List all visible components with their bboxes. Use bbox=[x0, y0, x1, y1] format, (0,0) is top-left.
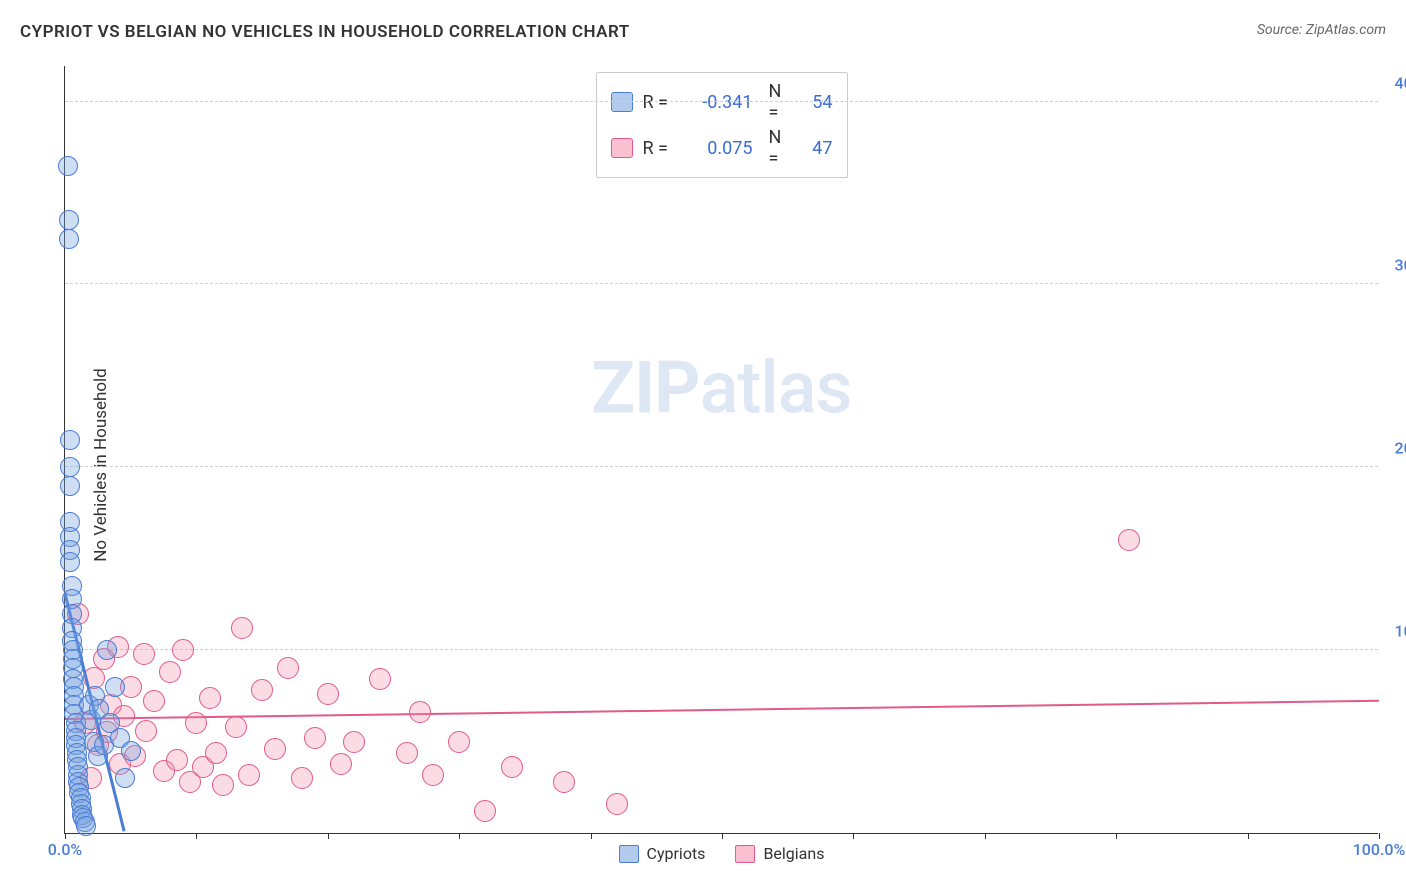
data-point-cypriots bbox=[115, 768, 135, 788]
data-point-belgians bbox=[343, 731, 365, 753]
data-point-belgians bbox=[1118, 529, 1140, 551]
r-value-belgians: 0.075 bbox=[683, 138, 753, 159]
data-point-belgians bbox=[409, 701, 431, 723]
n-label: N = bbox=[763, 81, 789, 123]
chart-title: CYPRIOT VS BELGIAN NO VEHICLES IN HOUSEH… bbox=[20, 22, 630, 42]
data-point-cypriots bbox=[58, 156, 78, 176]
gridline-h bbox=[65, 283, 1378, 284]
series-legend: Cypriots Belgians bbox=[619, 844, 825, 863]
x-tick bbox=[328, 833, 329, 839]
x-tick bbox=[1379, 833, 1380, 839]
source-label: Source: ZipAtlas.com bbox=[1257, 22, 1386, 38]
data-point-belgians bbox=[448, 731, 470, 753]
data-point-belgians bbox=[238, 764, 260, 786]
n-label: N = bbox=[763, 127, 789, 169]
x-tick bbox=[985, 833, 986, 839]
y-tick-label: 40.0% bbox=[1394, 73, 1406, 92]
n-value-belgians: 47 bbox=[799, 138, 833, 159]
x-tick bbox=[459, 833, 460, 839]
plot-region: ZIPatlas R = -0.341 N = 54 R = 0.075 N =… bbox=[64, 66, 1378, 834]
gridline-h bbox=[65, 649, 1378, 650]
data-point-belgians bbox=[166, 749, 188, 771]
legend-item-belgians: Belgians bbox=[735, 844, 824, 863]
data-point-cypriots bbox=[60, 430, 80, 450]
data-point-belgians bbox=[291, 767, 313, 789]
gridline-h bbox=[65, 466, 1378, 467]
r-label: R = bbox=[643, 92, 673, 113]
data-point-belgians bbox=[205, 742, 227, 764]
data-point-belgians bbox=[199, 687, 221, 709]
data-point-belgians bbox=[553, 771, 575, 793]
stats-legend: R = -0.341 N = 54 R = 0.075 N = 47 bbox=[596, 72, 848, 178]
data-point-cypriots bbox=[59, 210, 79, 230]
data-point-belgians bbox=[501, 756, 523, 778]
data-point-belgians bbox=[317, 683, 339, 705]
r-label: R = bbox=[643, 138, 673, 159]
data-point-cypriots bbox=[59, 229, 79, 249]
data-point-belgians bbox=[133, 643, 155, 665]
data-point-cypriots bbox=[105, 677, 125, 697]
data-point-cypriots bbox=[121, 741, 141, 761]
x-tick bbox=[196, 833, 197, 839]
y-tick-label: 30.0% bbox=[1394, 256, 1406, 275]
swatch-belgians bbox=[735, 845, 755, 863]
gridline-h bbox=[65, 101, 1378, 102]
data-point-belgians bbox=[172, 639, 194, 661]
legend-row-cypriots: R = -0.341 N = 54 bbox=[611, 79, 833, 125]
data-point-belgians bbox=[143, 690, 165, 712]
data-point-belgians bbox=[185, 712, 207, 734]
data-point-belgians bbox=[474, 800, 496, 822]
data-point-belgians bbox=[225, 716, 247, 738]
legend-item-cypriots: Cypriots bbox=[619, 844, 706, 863]
swatch-belgians bbox=[611, 138, 633, 158]
data-point-belgians bbox=[304, 727, 326, 749]
n-value-cypriots: 54 bbox=[799, 92, 833, 113]
swatch-cypriots bbox=[619, 845, 639, 863]
data-point-belgians bbox=[330, 753, 352, 775]
r-value-cypriots: -0.341 bbox=[683, 92, 753, 113]
watermark-atlas: atlas bbox=[700, 346, 852, 431]
trendline-belgians bbox=[65, 699, 1379, 719]
x-tick bbox=[722, 833, 723, 839]
legend-label: Belgians bbox=[763, 844, 824, 863]
x-tick bbox=[1248, 833, 1249, 839]
data-point-belgians bbox=[251, 679, 273, 701]
x-tick bbox=[591, 833, 592, 839]
data-point-belgians bbox=[606, 793, 628, 815]
data-point-cypriots bbox=[60, 457, 80, 477]
data-point-belgians bbox=[369, 668, 391, 690]
data-point-belgians bbox=[159, 661, 181, 683]
legend-label: Cypriots bbox=[647, 844, 706, 863]
x-tick-label: 0.0% bbox=[48, 840, 82, 859]
data-point-belgians bbox=[396, 742, 418, 764]
chart-area: No Vehicles in Household ZIPatlas R = -0… bbox=[20, 58, 1386, 872]
data-point-belgians bbox=[231, 617, 253, 639]
x-tick bbox=[1116, 833, 1117, 839]
data-point-belgians bbox=[212, 774, 234, 796]
data-point-cypriots bbox=[60, 476, 80, 496]
x-tick bbox=[65, 833, 66, 839]
data-point-belgians bbox=[277, 657, 299, 679]
data-point-cypriots bbox=[60, 552, 80, 572]
x-tick bbox=[853, 833, 854, 839]
data-point-belgians bbox=[264, 738, 286, 760]
data-point-belgians bbox=[422, 764, 444, 786]
data-point-belgians bbox=[135, 720, 157, 742]
watermark: ZIPatlas bbox=[591, 346, 851, 431]
y-tick-label: 20.0% bbox=[1394, 439, 1406, 458]
x-tick-label: 100.0% bbox=[1353, 840, 1406, 859]
swatch-cypriots bbox=[611, 92, 633, 112]
legend-row-belgians: R = 0.075 N = 47 bbox=[611, 125, 833, 171]
y-tick-label: 10.0% bbox=[1394, 622, 1406, 641]
data-point-cypriots bbox=[97, 640, 117, 660]
data-point-cypriots bbox=[76, 816, 96, 836]
watermark-zip: ZIP bbox=[591, 346, 699, 431]
